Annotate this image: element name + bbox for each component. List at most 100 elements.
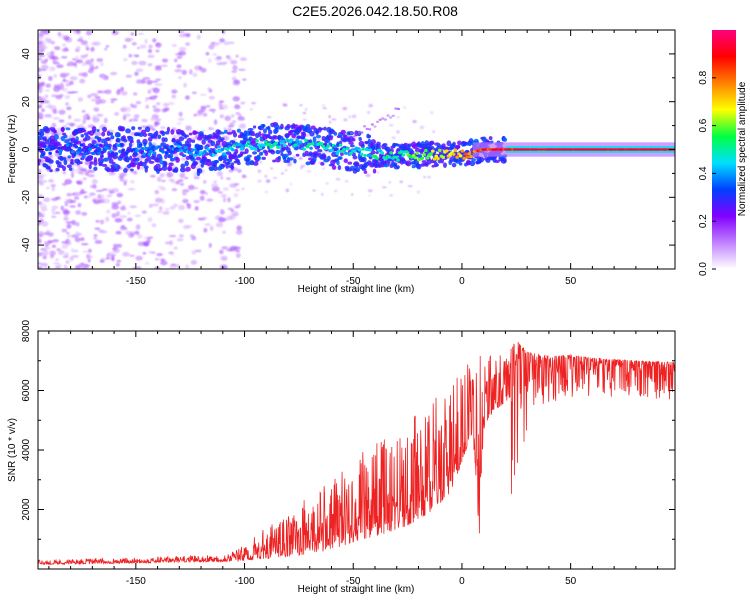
spectrogram-ridge-point xyxy=(588,148,592,151)
spectrogram-noise-blob xyxy=(147,48,153,54)
spectrogram-band-blob xyxy=(130,168,134,172)
spectrogram-noise-blob xyxy=(178,111,183,117)
spectrogram-noise-blob xyxy=(351,193,354,196)
spectrogram-noise-blob xyxy=(117,88,122,93)
spectrogram-noise-blob xyxy=(167,101,175,106)
spectrogram-noise-blob xyxy=(99,219,105,225)
spectrogram-ridge-point xyxy=(595,148,599,151)
spectrogram-marks xyxy=(38,30,675,269)
spectrogram-noise-blob xyxy=(65,221,73,224)
spectrogram-noise-blob xyxy=(210,42,216,45)
spectrogram-ridge-point xyxy=(551,148,555,151)
spectrogram-band-blob xyxy=(123,168,128,173)
spectrogram-ridge-point xyxy=(311,142,315,146)
spectrogram-noise-blob xyxy=(178,204,186,211)
spectrogram-noise-blob xyxy=(230,114,235,118)
spectrogram-noise-blob xyxy=(53,262,60,265)
spectrogram-noise-blob xyxy=(194,249,202,253)
spectrogram-noise-blob xyxy=(430,110,434,115)
spectrogram-band-blob xyxy=(130,140,134,144)
spectrogram-noise-blob xyxy=(136,224,141,229)
spectrogram-band-blob xyxy=(337,165,342,171)
spectrogram-ridge-point xyxy=(105,143,110,148)
spectrogram-band-blob xyxy=(92,129,96,134)
spectrogram-band-blob xyxy=(48,159,54,164)
spectrogram-band-blob xyxy=(84,135,91,141)
spectrogram-noise-blob xyxy=(215,222,224,228)
spectrogram-band-blob xyxy=(134,157,140,162)
spectrogram-band-blob xyxy=(382,142,388,147)
spectrogram-band-blob xyxy=(65,127,71,131)
spectrogram-noise-blob xyxy=(122,251,130,257)
spectrogram-ridge-point xyxy=(606,148,610,151)
spectrogram-noise-blob xyxy=(416,190,420,194)
spectrogram-ridge-point xyxy=(309,146,313,150)
spectrogram-noise-blob xyxy=(259,160,263,164)
spectrogram-ridge-point xyxy=(133,151,138,155)
spectrogram-ridge-point xyxy=(361,147,366,151)
spectrogram-band-blob xyxy=(143,141,147,147)
spectrogram-ridge-point xyxy=(211,153,216,157)
spectrogram-ridge-point xyxy=(255,139,259,143)
spectrogram-band-blob xyxy=(286,124,291,129)
spectrogram-noise-blob xyxy=(90,137,95,141)
spectrogram-ridge-point xyxy=(597,148,601,151)
spectrogram-noise-blob xyxy=(235,54,239,58)
spectrogram-noise-blob xyxy=(161,58,169,63)
spectrogram-band-blob xyxy=(282,156,287,161)
spectrogram-band-blob xyxy=(188,132,193,136)
spectrogram-noise-blob xyxy=(51,208,56,213)
spectrogram-x-tick-label: 50 xyxy=(565,276,577,287)
spectrogram-noise-blob xyxy=(76,30,81,35)
spectrogram-noise-blob xyxy=(191,236,197,241)
spectrogram-noise-blob xyxy=(94,239,103,244)
spectrogram-ridge-point xyxy=(545,148,549,151)
spectrogram-band-blob xyxy=(243,134,248,140)
spectrogram-ridge-point xyxy=(97,151,101,155)
spectrogram-noise-blob xyxy=(110,98,118,101)
spectrogram-band-blob xyxy=(109,132,114,136)
spectrogram-band-blob xyxy=(106,130,111,137)
spectrogram-band-blob xyxy=(244,148,249,154)
spectrogram-noise-blob xyxy=(62,171,67,175)
spectrogram-ridge-point xyxy=(51,146,56,150)
spectrogram-band-blob xyxy=(363,170,368,174)
spectrogram-band-blob xyxy=(69,161,74,165)
spectrogram-ridge-point xyxy=(612,148,616,151)
spectrogram-noise-blob xyxy=(144,262,150,265)
spectrogram-ridge xyxy=(38,138,675,162)
spectrogram-noise-blob xyxy=(105,216,110,222)
spectrogram-noise-blob xyxy=(91,179,98,185)
spectrogram-noise-blob xyxy=(69,205,76,208)
spectrogram-band-blob xyxy=(175,157,180,163)
spectrogram-noise-blob xyxy=(389,194,394,197)
spectrogram-noise-blob xyxy=(178,234,184,238)
spectrogram-noise-blob xyxy=(206,198,214,202)
spectrogram-noise-blob xyxy=(96,57,104,63)
spectrogram-noise-blob xyxy=(194,206,199,211)
spectrogram-ridge-point xyxy=(220,147,225,152)
spectrogram-noise-blob xyxy=(44,115,53,119)
spectrogram-noise-blob xyxy=(176,55,183,59)
spectrogram-noise-blob xyxy=(80,40,88,46)
spectrogram-noise-blob xyxy=(38,105,43,109)
spectrogram-noise-blob xyxy=(116,259,122,263)
spectrogram-noise-blob xyxy=(136,266,142,269)
spectrogram-band-blob xyxy=(383,118,388,121)
spectrogram-noise-blob xyxy=(120,91,128,96)
spectrogram-noise-blob xyxy=(204,223,211,226)
spectrogram-ridge-point xyxy=(455,155,459,159)
spectrogram-band-blob xyxy=(142,132,148,138)
spectrogram-ridge-point xyxy=(364,147,369,152)
spectrogram-noise-blob xyxy=(219,38,225,43)
spectrogram-noise-blob xyxy=(328,115,331,119)
spectrogram-noise-blob xyxy=(55,95,63,100)
spectrogram-ridge-point xyxy=(431,149,435,153)
spectrogram-noise-blob xyxy=(322,167,325,170)
spectrogram-band-blob xyxy=(140,154,147,159)
spectrogram-noise-blob xyxy=(176,238,184,242)
spectrogram-noise-blob xyxy=(208,44,215,50)
spectrogram-noise-blob xyxy=(427,175,431,179)
spectrogram-noise-blob xyxy=(44,94,49,99)
spectrogram-noise-blob xyxy=(52,116,60,120)
